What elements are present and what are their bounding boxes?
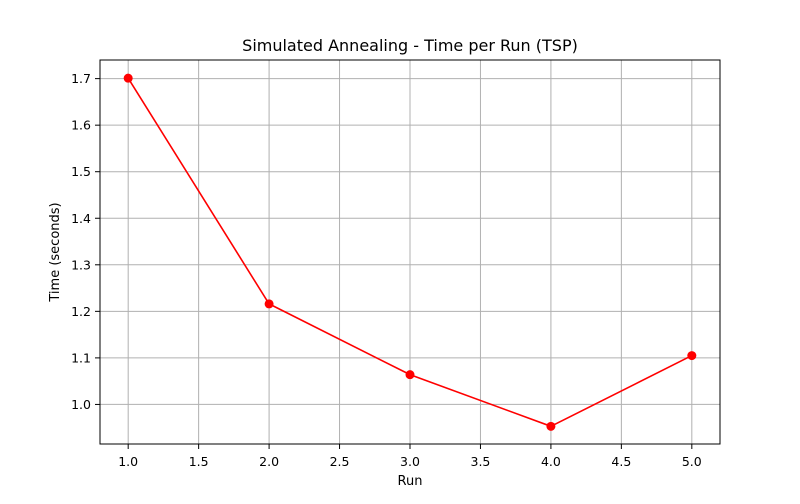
x-tick-label: 4.5 [611, 454, 631, 469]
y-tick-label: 1.3 [71, 257, 91, 272]
data-point-run-4 [546, 421, 556, 431]
y-tick-label: 1.2 [71, 304, 91, 319]
data-point-run-2 [264, 299, 274, 309]
x-tick-label: 1.5 [189, 454, 209, 469]
grid-lines [100, 60, 720, 444]
y-tick-label: 1.1 [71, 350, 91, 365]
x-tick-label: 3.0 [400, 454, 420, 469]
x-tick-label: 1.0 [118, 454, 138, 469]
y-axis-label: Time (seconds) [48, 202, 63, 302]
data-point-run-3 [405, 370, 415, 380]
y-tick-label: 1.4 [71, 211, 91, 226]
y-tick-label: 1.7 [71, 71, 91, 86]
x-tick-label: 4.0 [541, 454, 561, 469]
data-point-run-1 [123, 73, 133, 83]
y-tick-label: 1.0 [71, 397, 91, 412]
series-layer [123, 73, 697, 431]
data-point-run-5 [687, 351, 697, 361]
x-tick-label: 5.0 [682, 454, 702, 469]
chart-title: Simulated Annealing - Time per Run (TSP) [242, 36, 578, 55]
x-tick-label: 2.5 [330, 454, 350, 469]
x-tick-label: 3.5 [471, 454, 491, 469]
x-axis-label: Run [398, 474, 423, 489]
y-tick-label: 1.6 [71, 118, 91, 133]
x-tick-label: 2.0 [259, 454, 279, 469]
axis-ticks: 1.0 1.5 2.0 2.5 3.0 3.5 4.0 4.5 5.0 1.0 1.1 1.2 1.3 1… [71, 71, 702, 469]
y-tick-label: 1.5 [71, 164, 91, 179]
